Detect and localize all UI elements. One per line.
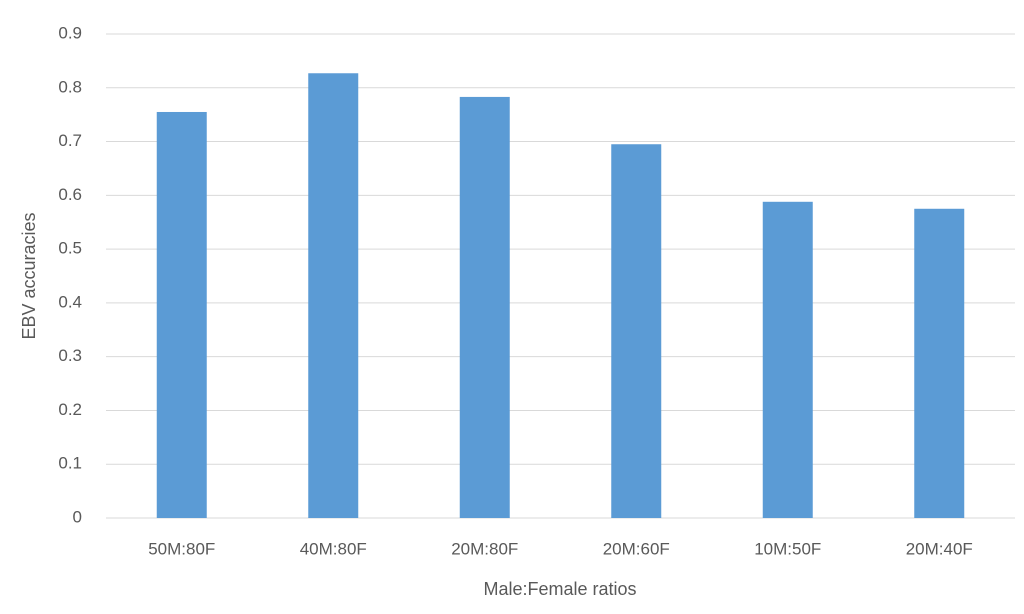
x-axis-label: Male:Female ratios <box>483 579 636 599</box>
bar <box>308 73 359 518</box>
y-axis-label: EBV accuracies <box>19 212 39 339</box>
y-tick-label: 0.4 <box>58 292 82 311</box>
x-tick-label: 10M:50F <box>754 539 821 558</box>
y-tick-label: 0.1 <box>58 454 82 473</box>
y-tick-label: 0.6 <box>58 185 82 204</box>
bar <box>459 96 510 519</box>
y-tick-label: 0.7 <box>58 131 82 150</box>
x-tick-label: 20M:40F <box>906 539 973 558</box>
y-tick-label: 0.2 <box>58 400 82 419</box>
bar <box>611 144 662 518</box>
x-tick-label: 40M:80F <box>300 539 367 558</box>
y-tick-label: 0.3 <box>58 346 82 365</box>
bar <box>914 208 965 518</box>
y-tick-label: 0.8 <box>58 77 82 96</box>
x-tick-label: 50M:80F <box>148 539 215 558</box>
x-tick-label: 20M:60F <box>603 539 670 558</box>
y-tick-label: 0.5 <box>58 239 82 258</box>
x-tick-label: 20M:80F <box>451 539 518 558</box>
bar <box>156 111 207 518</box>
y-tick-label: 0 <box>73 507 82 526</box>
y-tick-label: 0.9 <box>58 23 82 42</box>
bar <box>762 201 813 518</box>
